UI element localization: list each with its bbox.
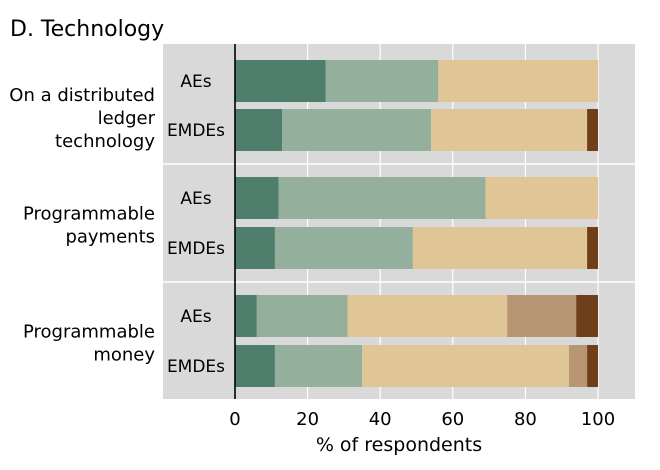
bar-segment: [282, 109, 432, 151]
bar-segment: [485, 177, 598, 219]
bar-segment: [235, 109, 283, 151]
grid-lines: [307, 44, 599, 399]
plot-area: [163, 44, 635, 399]
bar-segment: [438, 60, 598, 102]
group-label: money: [93, 345, 155, 366]
row-label: AEs: [180, 72, 211, 92]
bar-segment: [587, 345, 598, 387]
group-label: Programmable: [23, 322, 155, 343]
bar-segment: [431, 109, 588, 151]
x-tick-label: 100: [581, 409, 615, 430]
row-label: AEs: [180, 189, 211, 209]
bar-segment: [412, 227, 588, 269]
bar-segment: [235, 345, 275, 387]
x-tick-label: 60: [441, 409, 464, 430]
bars: [235, 60, 598, 387]
row-label: AEs: [180, 307, 211, 327]
x-tick-label: 0: [229, 409, 240, 430]
group-label: payments: [65, 227, 155, 248]
x-tick-labels: 0 20 40 60 80 100: [229, 409, 615, 430]
bar-segment: [325, 60, 439, 102]
group-label: technology: [55, 131, 155, 152]
bar-segment: [587, 109, 598, 151]
bar-segment: [347, 295, 508, 337]
bar-segment: [256, 295, 348, 337]
row-label: EMDEs: [167, 357, 225, 377]
bar-segment: [274, 345, 363, 387]
bar-segment: [568, 345, 588, 387]
x-axis-label: % of respondents: [316, 434, 482, 456]
group-label: On a distributed: [9, 85, 155, 106]
bar-segment: [235, 177, 279, 219]
bar-segment: [576, 295, 598, 337]
bar-segment: [274, 227, 413, 269]
bar-segment: [507, 295, 577, 337]
group-label: Programmable: [23, 204, 155, 225]
bar-segment: [235, 60, 326, 102]
row-label: EMDEs: [167, 121, 225, 141]
row-label: EMDEs: [167, 239, 225, 259]
bar-segment: [278, 177, 486, 219]
x-tick-label: 80: [514, 409, 537, 430]
bar-segment: [235, 295, 257, 337]
bar-segment: [587, 227, 598, 269]
group-label: ledger: [98, 108, 156, 129]
x-tick-label: 40: [369, 409, 392, 430]
x-tick-label: 20: [296, 409, 319, 430]
bar-segment: [235, 227, 275, 269]
chart-title: D. Technology: [10, 17, 164, 42]
bar-segment: [362, 345, 569, 387]
row-labels: AEs EMDEs AEs EMDEs AEs EMDEs: [167, 72, 225, 377]
group-separators: [163, 163, 635, 283]
